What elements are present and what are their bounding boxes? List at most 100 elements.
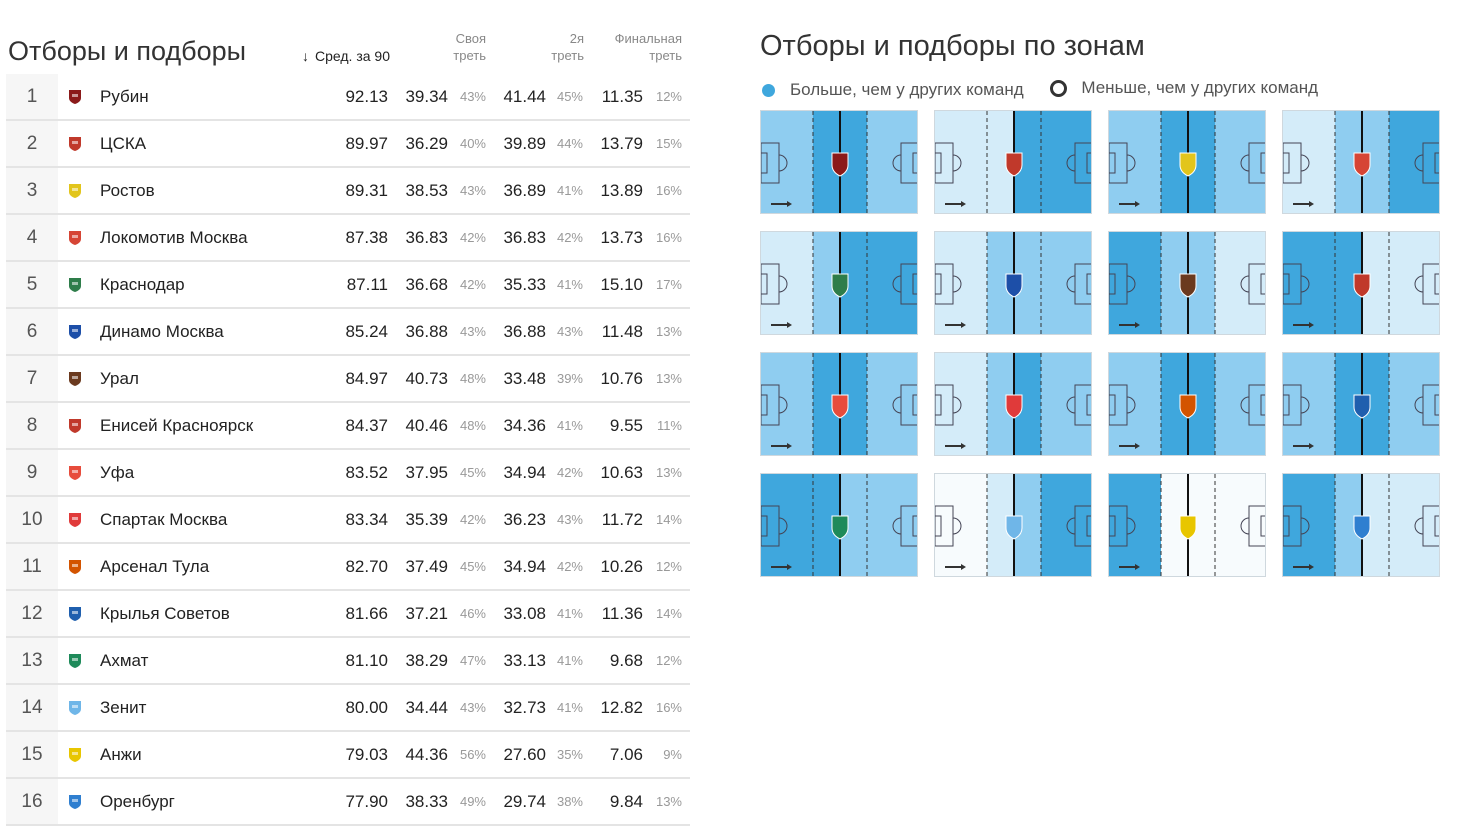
final-third-pct: 12%	[655, 89, 682, 104]
avg-per-90-value: 85.24	[345, 322, 388, 341]
table-title: Отборы и подборы	[8, 36, 247, 66]
mid-third-value: 36.89	[503, 181, 546, 200]
team-crest-icon	[66, 605, 84, 623]
table-row[interactable]: 13 Ахмат 81.10 38.29 47% 33.13 41% 9.68 12%	[6, 638, 690, 685]
team-crest-icon	[66, 652, 84, 670]
mid-third-pct: 41%	[556, 653, 583, 668]
team-name: Енисей Красноярск	[100, 416, 254, 435]
rank-cell: 13	[6, 638, 58, 683]
pitch-markings	[761, 232, 917, 334]
legend-more-label: Больше, чем у других команд	[790, 80, 1024, 99]
mid-third-value: 36.23	[503, 510, 546, 529]
team-name: Ростов	[100, 181, 155, 200]
team-zone-pitch	[934, 352, 1092, 456]
team-zone-pitch	[1108, 231, 1266, 335]
mid-third-pct: 41%	[556, 418, 583, 433]
col-header-own-third[interactable]: Своя треть	[426, 30, 486, 64]
table-row[interactable]: 3 Ростов 89.31 38.53 43% 36.89 41% 13.89 16%	[6, 168, 690, 215]
table-row[interactable]: 1 Рубин 92.13 39.34 43% 41.44 45% 11.35 12%	[6, 74, 690, 121]
team-zone-pitch	[1282, 352, 1440, 456]
avg-per-90-value: 92.13	[345, 87, 388, 106]
avg-per-90-value: 84.97	[345, 369, 388, 388]
pitch-markings	[1109, 474, 1265, 576]
col-header-fin-line1: Финальная	[614, 31, 682, 46]
team-name: ЦСКА	[100, 134, 147, 153]
pitch-zone	[1389, 474, 1439, 576]
pitch-zone	[867, 111, 917, 213]
col-header-final-third[interactable]: Финальная треть	[602, 30, 682, 64]
avg-per-90-value: 79.03	[345, 745, 388, 764]
rank-cell: 8	[6, 403, 58, 448]
pitch-markings	[935, 111, 1091, 213]
table-row[interactable]: 14 Зенит 80.00 34.44 43% 32.73 41% 12.82 16%	[6, 685, 690, 732]
own-third-value: 35.39	[405, 510, 448, 529]
rank-cell: 14	[6, 685, 58, 730]
final-third-value: 13.89	[600, 181, 643, 200]
mid-third-pct: 43%	[556, 512, 583, 527]
table-row[interactable]: 5 Краснодар 87.11 36.68 42% 35.33 41% 15.10 17%	[6, 262, 690, 309]
pitch-zone	[1215, 111, 1265, 213]
table-row[interactable]: 2 ЦСКА 89.97 36.29 40% 39.89 44% 13.79 15%	[6, 121, 690, 168]
table-row[interactable]: 6 Динамо Москва 85.24 36.88 43% 36.88 43% 11.48…	[6, 309, 690, 356]
final-third-pct: 13%	[655, 324, 682, 339]
pitch-zone	[1215, 353, 1265, 455]
pitch-markings	[1283, 474, 1439, 576]
final-third-pct: 14%	[655, 606, 682, 621]
own-third-value: 37.49	[405, 557, 448, 576]
mid-third-value: 39.89	[503, 134, 546, 153]
table-row[interactable]: 15 Анжи 79.03 44.36 56% 27.60 35% 7.06 9%	[6, 732, 690, 779]
table-row[interactable]: 7 Урал 84.97 40.73 48% 33.48 39% 10.76 13%	[6, 356, 690, 403]
avg-per-90-value: 83.34	[345, 510, 388, 529]
own-third-pct: 42%	[459, 230, 486, 245]
final-third-pct: 12%	[655, 653, 682, 668]
table-row[interactable]: 11 Арсенал Тула 82.70 37.49 45% 34.94 42% 10.26…	[6, 544, 690, 591]
col-header-mid-third[interactable]: 2я треть	[524, 30, 584, 64]
team-zone-pitch	[760, 352, 918, 456]
pitch-markings	[1283, 232, 1439, 334]
avg-per-90-value: 89.97	[345, 134, 388, 153]
final-third-value: 10.76	[600, 369, 643, 388]
mid-third-pct: 38%	[556, 794, 583, 809]
team-name: Динамо Москва	[100, 322, 224, 341]
rank-cell: 12	[6, 591, 58, 636]
pitch-zone	[1041, 474, 1091, 576]
table-body: 1 Рубин 92.13 39.34 43% 41.44 45% 11.35 12% 2 ЦСКА…	[6, 74, 690, 826]
table-row[interactable]: 4 Локомотив Москва 87.38 36.83 42% 36.83 42% 13…	[6, 215, 690, 262]
pitch-zone	[1041, 353, 1091, 455]
zones-pitch-grid	[760, 110, 1444, 580]
team-zone-pitch	[1108, 473, 1266, 577]
final-third-value: 15.10	[600, 275, 643, 294]
legend-item-more: Больше, чем у других команд	[762, 80, 1024, 100]
pitch-markings	[761, 474, 917, 576]
team-name: Арсенал Тула	[100, 557, 210, 576]
mid-third-pct: 42%	[556, 559, 583, 574]
own-third-value: 40.46	[405, 416, 448, 435]
rank-cell: 11	[6, 544, 58, 589]
own-third-value: 40.73	[405, 369, 448, 388]
rank-cell: 16	[6, 779, 58, 824]
own-third-pct: 42%	[459, 277, 486, 292]
zones-title: Отборы и подборы по зонам	[760, 30, 1145, 62]
own-third-value: 38.33	[405, 792, 448, 811]
filled-circle-icon	[762, 83, 775, 97]
team-name: Краснодар	[100, 275, 185, 294]
zones-legend: Больше, чем у других команд Меньше, чем …	[762, 78, 1340, 102]
mid-third-pct: 44%	[556, 136, 583, 151]
table-row[interactable]: 8 Енисей Красноярск 84.37 40.46 48% 34.36 41% 9…	[6, 403, 690, 450]
avg-per-90-value: 82.70	[345, 557, 388, 576]
col-header-avg[interactable]: ↓ Сред. за 90	[278, 48, 390, 65]
final-third-value: 9.55	[609, 416, 643, 435]
final-third-value: 11.36	[601, 604, 643, 623]
empty-circle-icon	[1050, 79, 1068, 97]
pitch-markings	[1109, 353, 1265, 455]
pitch-zone	[867, 232, 917, 334]
pitch-markings	[761, 111, 917, 213]
rank-cell: 7	[6, 356, 58, 401]
pitch-markings	[935, 353, 1091, 455]
table-row[interactable]: 12 Крылья Советов 81.66 37.21 46% 33.08 41% 11.…	[6, 591, 690, 638]
team-zone-pitch	[1108, 110, 1266, 214]
table-row[interactable]: 9 Уфа 83.52 37.95 45% 34.94 42% 10.63 13%	[6, 450, 690, 497]
table-row[interactable]: 10 Спартак Москва 83.34 35.39 42% 36.23 43% 11.…	[6, 497, 690, 544]
table-row[interactable]: 16 Оренбург 77.90 38.33 49% 29.74 38% 9.84 13%	[6, 779, 690, 826]
mid-third-value: 41.44	[503, 87, 546, 106]
